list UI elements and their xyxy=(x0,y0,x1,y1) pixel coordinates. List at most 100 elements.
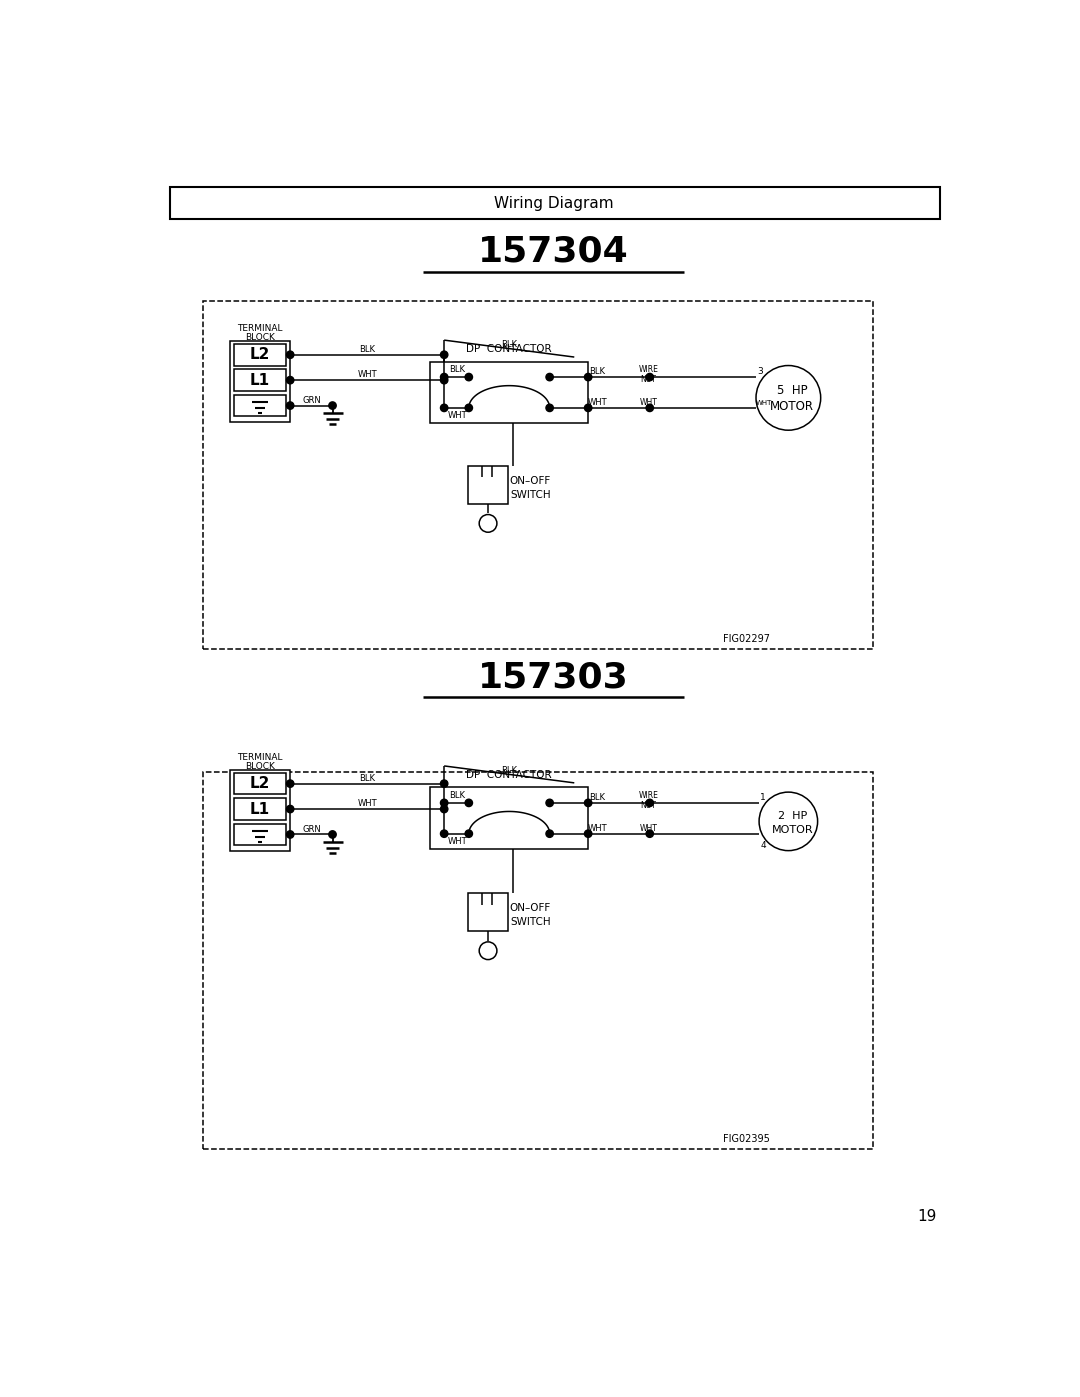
Text: BLK: BLK xyxy=(501,341,517,349)
Text: ON–OFF: ON–OFF xyxy=(510,904,551,914)
Bar xyxy=(234,369,286,391)
Circle shape xyxy=(584,373,592,381)
Circle shape xyxy=(441,373,448,381)
Text: NUT: NUT xyxy=(640,800,657,810)
Text: 4: 4 xyxy=(760,841,766,849)
Text: BLK: BLK xyxy=(590,367,606,376)
Bar xyxy=(203,773,873,1150)
Circle shape xyxy=(328,831,336,838)
Circle shape xyxy=(441,830,448,837)
Circle shape xyxy=(286,831,294,838)
Circle shape xyxy=(584,404,592,412)
Circle shape xyxy=(441,805,448,813)
Circle shape xyxy=(480,942,497,960)
Circle shape xyxy=(441,404,448,412)
Text: 157303: 157303 xyxy=(478,661,629,694)
Circle shape xyxy=(759,792,818,851)
Circle shape xyxy=(286,351,294,359)
Circle shape xyxy=(465,830,472,837)
Circle shape xyxy=(646,799,653,806)
Circle shape xyxy=(465,799,472,806)
Circle shape xyxy=(480,514,497,532)
Text: GRN: GRN xyxy=(302,395,321,405)
Circle shape xyxy=(286,805,294,813)
Text: SWITCH: SWITCH xyxy=(510,918,551,928)
Bar xyxy=(234,773,286,795)
Text: WHT: WHT xyxy=(756,401,772,407)
Bar xyxy=(234,344,286,366)
Circle shape xyxy=(584,799,592,806)
Text: L2: L2 xyxy=(249,777,270,791)
Text: Wiring Diagram: Wiring Diagram xyxy=(494,196,613,211)
Text: TERMINAL: TERMINAL xyxy=(238,324,283,332)
Bar xyxy=(234,395,286,416)
Circle shape xyxy=(546,799,553,806)
Bar xyxy=(170,187,940,219)
Text: SWITCH: SWITCH xyxy=(510,490,551,500)
Text: L1: L1 xyxy=(251,802,270,817)
Bar xyxy=(230,341,291,422)
Text: BLK: BLK xyxy=(501,766,517,775)
Text: BLK: BLK xyxy=(590,793,606,802)
Text: ON–OFF: ON–OFF xyxy=(510,476,551,486)
Text: MOTOR: MOTOR xyxy=(771,824,813,835)
Text: 5  HP: 5 HP xyxy=(777,384,808,397)
Bar xyxy=(234,798,286,820)
Circle shape xyxy=(546,830,553,837)
Text: GRN: GRN xyxy=(302,824,321,834)
Circle shape xyxy=(546,373,553,381)
Circle shape xyxy=(441,351,448,359)
Bar xyxy=(468,465,508,504)
Text: FIG02297: FIG02297 xyxy=(723,634,769,644)
Circle shape xyxy=(441,376,448,384)
Text: L1: L1 xyxy=(251,373,270,387)
Circle shape xyxy=(584,830,592,837)
Circle shape xyxy=(286,376,294,384)
Text: L2: L2 xyxy=(249,348,270,362)
Text: FIG02395: FIG02395 xyxy=(723,1134,769,1144)
Text: NUT: NUT xyxy=(640,374,657,384)
Circle shape xyxy=(646,404,653,412)
Text: WHT: WHT xyxy=(357,799,377,807)
Circle shape xyxy=(546,404,553,412)
Text: BLK: BLK xyxy=(360,345,375,353)
Text: WHT: WHT xyxy=(447,837,467,847)
Circle shape xyxy=(646,373,653,381)
Circle shape xyxy=(286,402,294,409)
Text: DP  CONTACTOR: DP CONTACTOR xyxy=(467,770,552,780)
Text: WIRE: WIRE xyxy=(638,791,658,799)
Bar xyxy=(468,893,508,932)
Circle shape xyxy=(756,366,821,430)
Circle shape xyxy=(441,780,448,788)
Text: WHT: WHT xyxy=(639,824,657,833)
Bar xyxy=(230,770,291,851)
Text: 1: 1 xyxy=(760,793,766,802)
Circle shape xyxy=(441,799,448,806)
Text: BLK: BLK xyxy=(360,774,375,782)
Circle shape xyxy=(328,402,336,409)
Text: BLK: BLK xyxy=(449,365,465,374)
Text: WHT: WHT xyxy=(447,411,467,420)
Text: WHT: WHT xyxy=(588,398,607,407)
Text: WHT: WHT xyxy=(639,398,657,407)
Text: DP  CONTACTOR: DP CONTACTOR xyxy=(467,344,552,355)
Circle shape xyxy=(465,373,472,381)
Bar xyxy=(234,824,286,845)
Text: 19: 19 xyxy=(917,1208,936,1224)
Text: WHT: WHT xyxy=(588,824,607,833)
Text: BLOCK: BLOCK xyxy=(245,334,275,342)
Bar xyxy=(203,300,873,648)
Text: 3: 3 xyxy=(757,367,762,376)
Circle shape xyxy=(286,780,294,788)
Text: WHT: WHT xyxy=(357,370,377,379)
Text: 2  HP: 2 HP xyxy=(778,812,807,821)
Text: MOTOR: MOTOR xyxy=(770,400,814,414)
Text: BLK: BLK xyxy=(449,791,465,799)
Circle shape xyxy=(646,830,653,837)
Bar xyxy=(430,788,589,849)
Text: TERMINAL: TERMINAL xyxy=(238,753,283,761)
Circle shape xyxy=(465,404,472,412)
Text: 157304: 157304 xyxy=(478,235,629,268)
Text: WIRE: WIRE xyxy=(638,365,658,374)
Text: BLOCK: BLOCK xyxy=(245,763,275,771)
